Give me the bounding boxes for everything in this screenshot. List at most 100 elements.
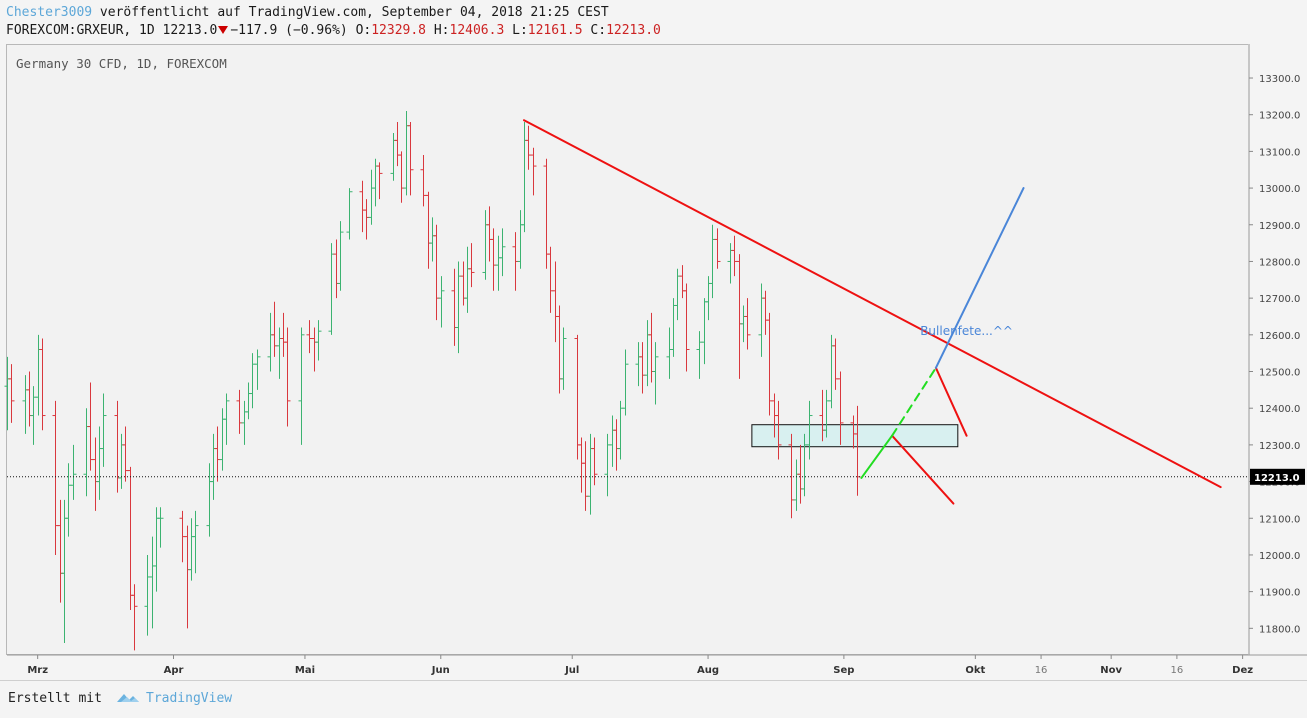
ohlc-bar[interactable] <box>438 276 445 328</box>
ohlc-bar[interactable] <box>486 206 493 262</box>
ohlc-bar[interactable] <box>35 334 42 416</box>
ohlc-bar[interactable] <box>359 180 366 233</box>
ohlc-bar[interactable] <box>613 419 620 471</box>
ohlc-bar[interactable] <box>276 327 283 379</box>
ohlc-bar[interactable] <box>65 463 72 537</box>
ohlc-bar[interactable] <box>118 433 125 489</box>
ohlc-bar[interactable] <box>157 507 164 548</box>
ohlc-bar[interactable] <box>644 320 651 387</box>
ohlc-bar[interactable] <box>267 312 274 372</box>
ohlc-bar[interactable] <box>376 162 383 200</box>
ohlc-bar[interactable] <box>26 371 33 427</box>
ohlc-bar[interactable] <box>622 349 629 416</box>
ohlc-bar[interactable] <box>490 228 497 291</box>
tradingview-logo-icon[interactable] <box>115 690 141 706</box>
ohlc-bar[interactable] <box>280 312 287 357</box>
ohlc-bar[interactable] <box>740 305 747 343</box>
ohlc-bar[interactable] <box>206 463 213 537</box>
green-projection-solid[interactable] <box>860 434 894 479</box>
ohlc-bar[interactable] <box>70 444 77 500</box>
ohlc-bar[interactable] <box>223 393 230 445</box>
ohlc-bar[interactable] <box>854 405 861 496</box>
ohlc-bar[interactable] <box>758 283 765 357</box>
ohlc-bar[interactable] <box>249 353 256 409</box>
ohlc-bar[interactable] <box>670 298 677 357</box>
ohlc-bar[interactable] <box>403 111 410 196</box>
ohlc-bar[interactable] <box>153 507 160 592</box>
ohlc-bar[interactable] <box>635 342 642 387</box>
ohlc-bar[interactable] <box>219 408 226 471</box>
ohlc-bar[interactable] <box>122 426 129 482</box>
ohlc-bar[interactable] <box>552 261 559 343</box>
ohlc-bar[interactable] <box>525 125 532 170</box>
ohlc-bar[interactable] <box>744 298 751 350</box>
ohlc-bar[interactable] <box>429 217 436 262</box>
ohlc-bar[interactable] <box>666 327 673 379</box>
ohlc-bar[interactable] <box>131 584 138 651</box>
ohlc-bar[interactable] <box>766 312 773 416</box>
ohlc-bar[interactable] <box>333 239 340 299</box>
ohlc-bar[interactable] <box>460 261 467 306</box>
ohlc-bar[interactable] <box>652 342 659 405</box>
ohlc-bar[interactable] <box>96 426 103 500</box>
ohlc-bar[interactable] <box>727 243 734 284</box>
ohlc-bar[interactable] <box>499 228 506 277</box>
ohlc-bar[interactable] <box>648 312 655 383</box>
ohlc-bar[interactable] <box>52 400 59 555</box>
ohlc-bar[interactable] <box>547 246 554 313</box>
ohlc-bar[interactable] <box>149 536 156 629</box>
ohlc-bar[interactable] <box>464 246 471 313</box>
ohlc-bar[interactable] <box>832 338 839 390</box>
ohlc-bar[interactable] <box>696 331 703 379</box>
ohlc-bar[interactable] <box>482 210 489 280</box>
ohlc-bar[interactable] <box>468 243 475 288</box>
tradingview-link[interactable]: TradingView <box>146 691 233 706</box>
ohlc-bar[interactable] <box>214 426 221 482</box>
ohlc-bar[interactable] <box>39 338 46 431</box>
ohlc-bar[interactable] <box>420 155 427 207</box>
ohlc-bar[interactable] <box>398 151 405 203</box>
price-chart[interactable]: Bullenfete...^^ 11800.0 11900.0 12000.0 121… <box>0 0 1307 680</box>
ohlc-bar[interactable] <box>617 400 624 460</box>
ohlc-bar[interactable] <box>315 320 322 361</box>
ohlc-bar[interactable] <box>683 283 690 372</box>
ohlc-bar[interactable] <box>521 122 528 233</box>
author-link[interactable]: Chester3009 <box>6 5 93 20</box>
ohlc-bar[interactable] <box>736 254 743 379</box>
ohlc-bar[interactable] <box>775 400 782 460</box>
ohlc-bar[interactable] <box>254 349 261 390</box>
ohlc-bar[interactable] <box>797 444 804 504</box>
ohlc-bar[interactable] <box>271 301 278 357</box>
ohlc-bar[interactable] <box>530 147 537 196</box>
ohlc-bar[interactable] <box>679 265 686 299</box>
ohlc-bar[interactable] <box>22 375 29 434</box>
ohlc-bar[interactable] <box>609 415 616 467</box>
trendline-resistance[interactable] <box>523 119 1222 489</box>
ohlc-bar[interactable] <box>731 235 738 277</box>
ohlc-bar[interactable] <box>241 400 248 445</box>
ohlc-bar[interactable] <box>192 510 199 574</box>
ohlc-bar[interactable] <box>306 320 313 354</box>
ohlc-bar[interactable] <box>127 466 134 610</box>
ohlc-bar[interactable] <box>714 228 721 269</box>
ohlc-bar[interactable] <box>793 459 800 511</box>
ohlc-bar[interactable] <box>100 393 107 467</box>
ohlc-bar[interactable] <box>188 518 195 581</box>
ohlc-bar[interactable] <box>328 243 335 335</box>
ohlc-bar[interactable] <box>87 382 94 471</box>
ohlc-bar[interactable] <box>83 408 90 497</box>
red-branch-upper[interactable] <box>934 366 968 437</box>
ohlc-bar[interactable] <box>8 364 15 423</box>
ohlc-bar[interactable] <box>455 261 462 354</box>
ohlc-bar[interactable] <box>337 221 344 291</box>
ohlc-bar[interactable] <box>184 525 191 629</box>
ohlc-bar[interactable] <box>144 554 151 636</box>
green-projection-dashed[interactable] <box>891 366 937 437</box>
ohlc-bar[interactable] <box>837 371 844 445</box>
ohlc-bar[interactable] <box>433 224 440 321</box>
bullenfete-note[interactable]: Bullenfete...^^ <box>920 324 1013 338</box>
ohlc-bar[interactable] <box>346 188 353 240</box>
ohlc-bar[interactable] <box>407 122 414 196</box>
ohlc-bar[interactable] <box>639 342 646 394</box>
ohlc-bar[interactable] <box>363 199 370 240</box>
